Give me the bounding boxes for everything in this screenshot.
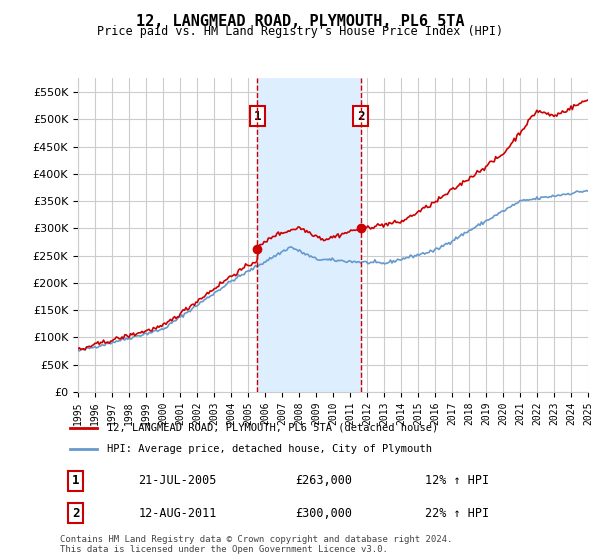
Text: 12-AUG-2011: 12-AUG-2011 [139, 507, 217, 520]
Text: 22% ↑ HPI: 22% ↑ HPI [425, 507, 490, 520]
Text: 1: 1 [254, 110, 261, 123]
Text: £263,000: £263,000 [295, 474, 352, 487]
Bar [257, 78, 361, 392]
Text: Price paid vs. HM Land Registry's House Price Index (HPI): Price paid vs. HM Land Registry's House … [97, 25, 503, 38]
Text: 12, LANGMEAD ROAD, PLYMOUTH, PL6 5TA: 12, LANGMEAD ROAD, PLYMOUTH, PL6 5TA [136, 14, 464, 29]
Text: Contains HM Land Registry data © Crown copyright and database right 2024.
This d: Contains HM Land Registry data © Crown c… [60, 535, 452, 554]
Text: £300,000: £300,000 [295, 507, 352, 520]
Text: 12% ↑ HPI: 12% ↑ HPI [425, 474, 490, 487]
Text: 2: 2 [357, 110, 364, 123]
Text: 12, LANGMEAD ROAD, PLYMOUTH, PL6 5TA (detached house): 12, LANGMEAD ROAD, PLYMOUTH, PL6 5TA (de… [107, 423, 438, 433]
Text: 2: 2 [72, 507, 79, 520]
Text: 21-JUL-2005: 21-JUL-2005 [139, 474, 217, 487]
Text: 1: 1 [72, 474, 79, 487]
Text: HPI: Average price, detached house, City of Plymouth: HPI: Average price, detached house, City… [107, 444, 432, 454]
